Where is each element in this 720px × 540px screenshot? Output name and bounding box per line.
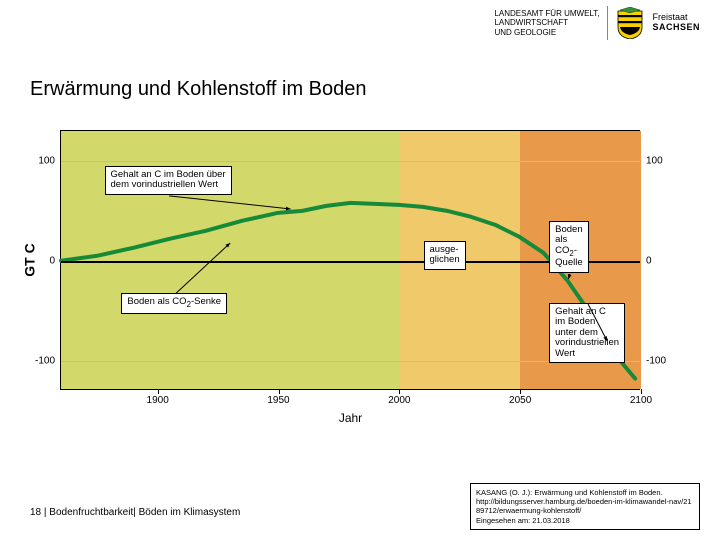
footer-category: Bodenfruchtbarkeit| bbox=[49, 507, 138, 518]
y-axis-title: GT C bbox=[22, 243, 38, 276]
citation-l1: KASANG (O. J.): Erwärmung und Kohlenstof… bbox=[476, 488, 694, 497]
x-tick bbox=[641, 389, 642, 394]
y-tick-label: -100 bbox=[35, 356, 55, 367]
header: LANDESAMT FÜR UMWELT, LANDWIRTSCHAFT UND… bbox=[494, 6, 700, 40]
x-tick-label: 1950 bbox=[267, 395, 289, 406]
page-number: 18 bbox=[30, 507, 41, 518]
page-title: Erwärmung und Kohlenstoff im Boden bbox=[30, 78, 367, 101]
agency-l3: UND GEOLOGIE bbox=[494, 28, 599, 38]
header-separator bbox=[607, 6, 608, 40]
state-name: Freistaat SACHSEN bbox=[652, 13, 700, 33]
footer-topic: Böden im Klimasystem bbox=[139, 507, 241, 518]
x-tick-label: 2100 bbox=[630, 395, 652, 406]
y-tick-label: 100 bbox=[38, 156, 55, 167]
y-tick-label: 100 bbox=[646, 156, 663, 167]
agency-l2: LANDWIRTSCHAFT bbox=[494, 18, 599, 28]
state-l2: SACHSEN bbox=[652, 23, 700, 33]
agency-name: LANDESAMT FÜR UMWELT, LANDWIRTSCHAFT UND… bbox=[494, 9, 599, 38]
soil-carbon-chart: GT C Jahr -100-1000010010019001950200020… bbox=[60, 130, 640, 390]
citation-box: KASANG (O. J.): Erwärmung und Kohlenstof… bbox=[470, 483, 700, 531]
x-tick-label: 2050 bbox=[509, 395, 531, 406]
x-axis-title: Jahr bbox=[339, 411, 362, 425]
x-tick-label: 2000 bbox=[388, 395, 410, 406]
callout-arrow bbox=[61, 131, 641, 391]
citation-l2: http://bildungsserver.hamburg.de/boeden-… bbox=[476, 497, 694, 516]
agency-l1: LANDESAMT FÜR UMWELT, bbox=[494, 9, 599, 19]
coat-of-arms-icon bbox=[616, 7, 644, 39]
footer-left: 18 | Bodenfruchtbarkeit| Böden im Klimas… bbox=[30, 507, 240, 518]
x-tick-label: 1900 bbox=[147, 395, 169, 406]
y-tick-label: 0 bbox=[49, 256, 55, 267]
y-tick-label: -100 bbox=[646, 356, 666, 367]
citation-l3: Eingesehen am: 21.03.2018 bbox=[476, 516, 694, 525]
y-tick-label: 0 bbox=[646, 256, 652, 267]
